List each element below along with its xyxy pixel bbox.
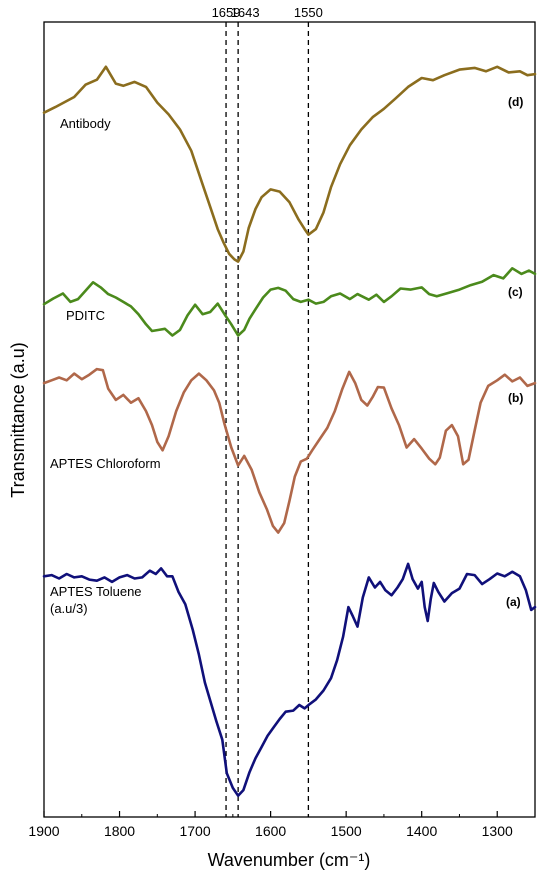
series-labels: Antibody (d) PDITC (c) APTES Chloroform (b) AP… — [50, 95, 523, 616]
spectra-series — [42, 65, 537, 797]
x-tick-label-1600: 1600 — [255, 823, 286, 839]
reference-label-1659: 1659 — [212, 5, 241, 20]
y-axis-title: Transmittance (a.u) — [8, 342, 28, 497]
x-axis: 1900 1800 1700 1600 1500 1400 1300 — [28, 811, 513, 839]
series-line-antibody — [42, 65, 537, 263]
reference-label-1550: 1550 — [294, 5, 323, 20]
x-tick-label-1500: 1500 — [331, 823, 362, 839]
reference-label-1643: 1643 — [231, 5, 260, 20]
series-tag-a: (a) — [506, 595, 521, 609]
plot-frame — [43, 21, 536, 818]
series-label-antibody: Antibody — [60, 116, 111, 131]
series-line-aptes-toluene-a-u-3 — [42, 562, 537, 797]
x-tick-label-1800: 1800 — [104, 823, 135, 839]
series-label-aptes-chloroform: APTES Chloroform — [50, 456, 161, 471]
x-tick-label-1300: 1300 — [482, 823, 513, 839]
x-tick-label-1900: 1900 — [28, 823, 59, 839]
x-axis-title: Wavenumber (cm⁻¹) — [208, 850, 371, 870]
x-tick-label-1700: 1700 — [179, 823, 210, 839]
series-line-aptes-chloroform — [42, 367, 537, 534]
series-line-pditc — [42, 267, 537, 337]
series-label-aptes-toluene-a-u-3: APTES Toluene (a.u/3) — [50, 584, 142, 616]
x-tick-label-1400: 1400 — [406, 823, 437, 839]
series-label-pditc: PDITC — [66, 308, 105, 323]
series-tag-c: (c) — [508, 285, 523, 299]
series-tag-d: (d) — [508, 95, 523, 109]
series-tag-b: (b) — [508, 391, 523, 405]
